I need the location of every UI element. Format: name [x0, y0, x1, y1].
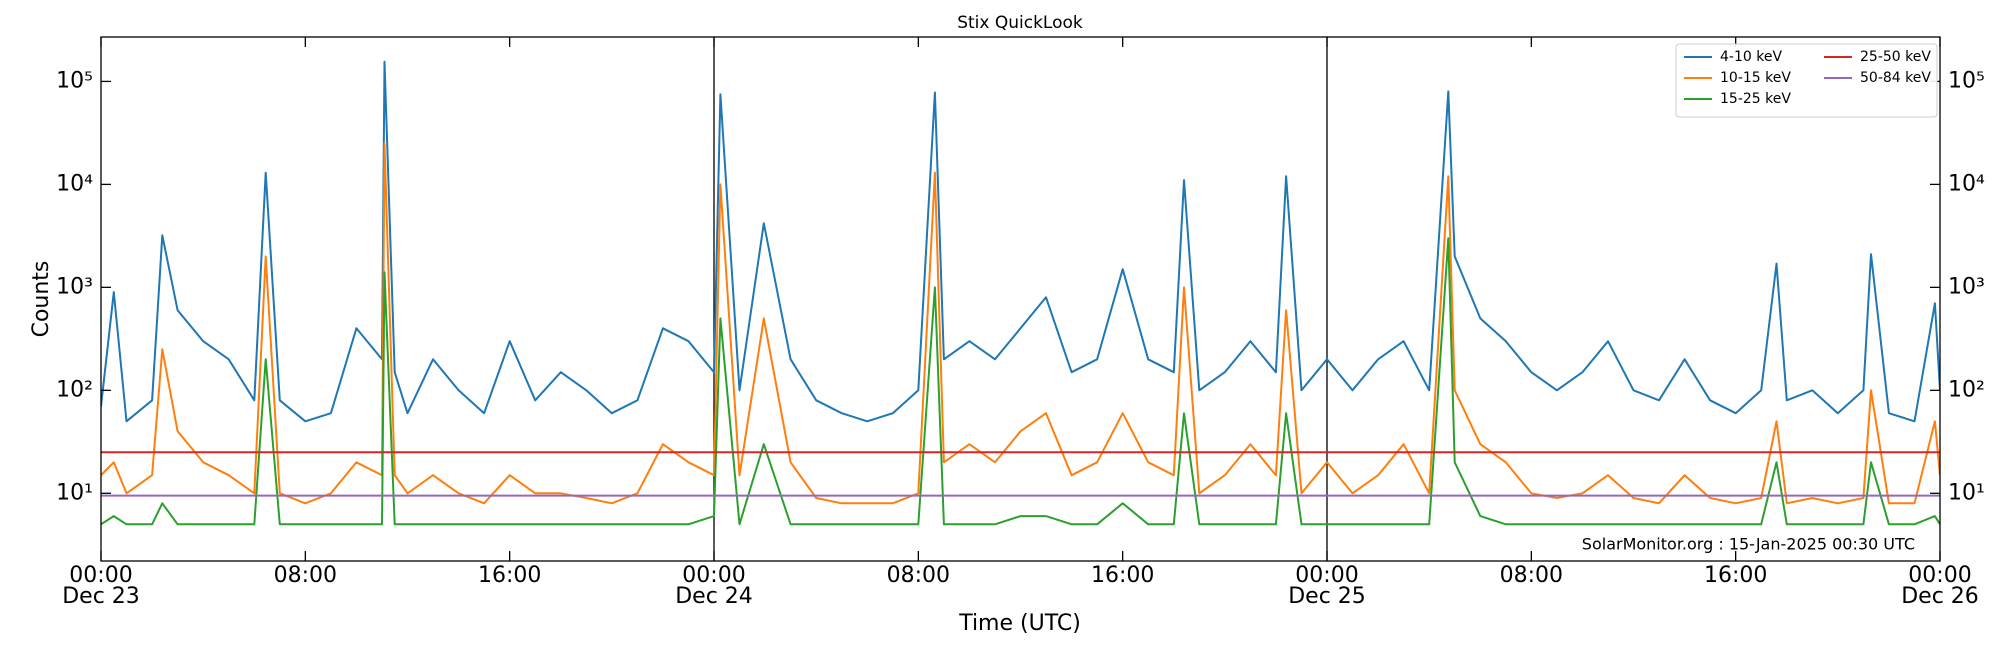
chart-title: Stix QuickLook [957, 13, 1083, 33]
legend-label: 50-84 keV [1860, 70, 1931, 86]
x-date-label: Dec 25 [1288, 584, 1366, 609]
x-tick-label: 16:00 [1704, 563, 1767, 588]
x-tick-label: 08:00 [1500, 563, 1563, 588]
series-line [101, 237, 1940, 526]
legend-box [1675, 43, 1938, 118]
x-tick-label: 00:00 [1908, 563, 1971, 588]
plot-frame [100, 36, 1941, 562]
x-tick-label: 08:00 [887, 563, 950, 588]
legend-label: 4-10 keV [1720, 49, 1782, 65]
x-axis-label: Time (UTC) [958, 611, 1081, 636]
x-date-label: Dec 26 [1901, 584, 1979, 609]
y-tick-label: 10² [56, 377, 93, 402]
x-tick-label: 00:00 [682, 563, 745, 588]
y-tick-label-right: 10¹ [1948, 480, 1985, 505]
x-tick-label: 16:00 [1091, 563, 1154, 588]
y-tick-label-right: 10⁴ [1948, 171, 1985, 196]
y-axis-label: Counts [29, 261, 54, 338]
y-tick-label-right: 10² [1948, 377, 1985, 402]
x-date-label: Dec 24 [675, 584, 753, 609]
legend-label: 10-15 keV [1720, 70, 1791, 86]
y-tick-label: 10⁴ [56, 171, 93, 196]
x-tick-label: 00:00 [69, 563, 132, 588]
legend-label: 15-25 keV [1720, 91, 1791, 107]
legend-label: 25-50 keV [1860, 49, 1931, 65]
x-tick-label: 00:00 [1295, 563, 1358, 588]
y-tick-label: 10³ [56, 274, 93, 299]
y-tick-label: 10¹ [56, 480, 93, 505]
y-tick-label-right: 10⁵ [1948, 68, 1985, 93]
annotation: SolarMonitor.org : 15-Jan-2025 00:30 UTC [1582, 535, 1915, 554]
x-tick-label: 08:00 [274, 563, 337, 588]
x-date-label: Dec 23 [62, 584, 140, 609]
y-tick-label-right: 10³ [1948, 274, 1985, 299]
x-tick-label: 16:00 [478, 563, 541, 588]
y-tick-label: 10⁵ [56, 68, 93, 93]
